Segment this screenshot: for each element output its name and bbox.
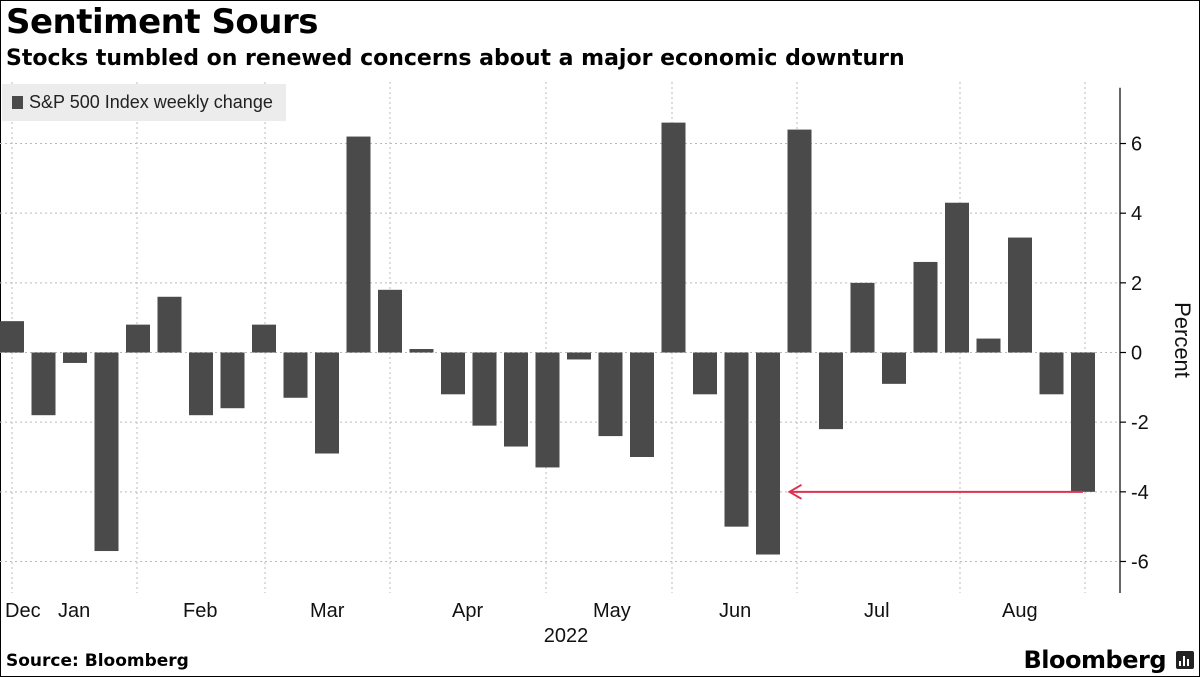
legend: S&P 500 Index weekly change	[2, 84, 286, 121]
bar	[441, 352, 465, 395]
bar	[976, 338, 1001, 353]
y-tick-label: 2	[1131, 273, 1142, 295]
x-tick-label: Apr	[452, 600, 483, 622]
bar	[31, 352, 56, 416]
bar	[693, 352, 717, 395]
bar	[1008, 237, 1032, 353]
x-tick-label: Jan	[58, 600, 90, 622]
bar	[756, 352, 780, 555]
x-tick-label: Aug	[1002, 600, 1038, 622]
bar	[0, 321, 24, 353]
y-tick-label: 4	[1131, 203, 1142, 225]
bar	[220, 352, 245, 409]
bar	[819, 352, 843, 430]
legend-label: S&P 500 Index weekly change	[29, 92, 273, 112]
x-tick-label: Feb	[183, 600, 217, 622]
bar	[315, 352, 339, 454]
x-tick-label: May	[593, 600, 631, 622]
bar	[724, 352, 749, 527]
bar	[126, 324, 150, 353]
legend-swatch	[12, 96, 23, 109]
bar	[409, 349, 434, 353]
annotation-arrowhead	[787, 483, 803, 500]
bar	[189, 352, 213, 416]
bar	[661, 122, 686, 353]
bar	[850, 282, 875, 353]
bar	[1071, 352, 1095, 492]
bar	[252, 324, 276, 353]
bar	[630, 352, 654, 457]
bar	[283, 352, 308, 398]
bar	[945, 202, 969, 353]
bar	[882, 352, 906, 384]
bar	[504, 352, 528, 447]
y-tick-label: 6	[1131, 134, 1142, 156]
bar	[378, 289, 402, 353]
bloomberg-terminal-icon	[1176, 651, 1194, 669]
x-tick-label: Jul	[864, 600, 890, 622]
bar	[598, 352, 623, 437]
chart-subtitle: Stocks tumbled on renewed concerns about…	[6, 46, 905, 71]
bar	[535, 352, 560, 468]
x-axis-label: 2022	[544, 625, 589, 647]
y-tick-label: 0	[1131, 343, 1142, 365]
y-tick-label: -4	[1131, 482, 1149, 504]
x-tick-label: Mar	[310, 600, 345, 622]
bar	[1039, 352, 1064, 395]
y-tick-label: -6	[1131, 551, 1149, 573]
brand-logo: Bloomberg	[1023, 646, 1167, 674]
bar	[472, 352, 497, 426]
x-tick-label: Dec	[5, 600, 41, 622]
bar	[913, 261, 938, 353]
chart-title: Sentiment Sours	[6, 2, 319, 42]
bar	[787, 129, 812, 353]
source-note: Source: Bloomberg	[6, 651, 189, 671]
bar	[94, 352, 119, 552]
y-tick-label: -2	[1131, 412, 1149, 434]
y-axis-label: Percent	[1170, 302, 1195, 378]
x-tick-label: Jun	[719, 600, 751, 622]
bar	[346, 136, 371, 353]
bar	[157, 296, 182, 353]
bar	[63, 352, 87, 363]
bar	[567, 352, 591, 360]
